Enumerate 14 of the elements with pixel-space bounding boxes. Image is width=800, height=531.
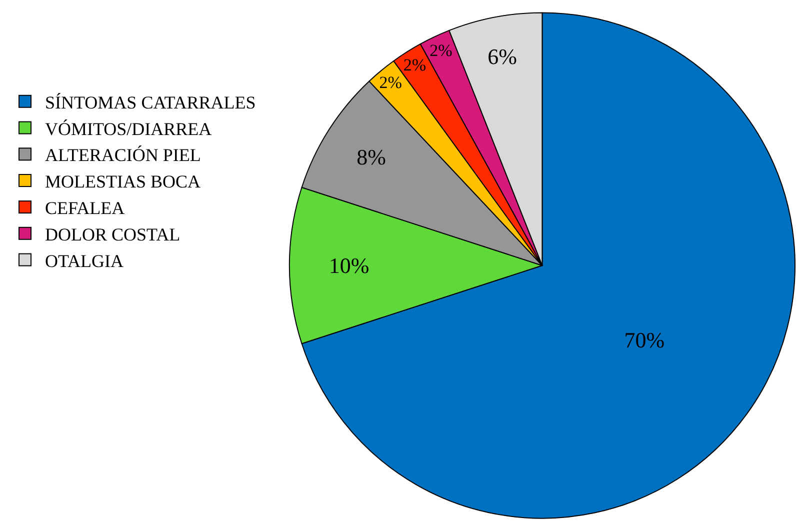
- legend-label: VÓMITOS/DIARREA: [45, 118, 212, 139]
- data-label: 8%: [356, 144, 386, 170]
- legend-label: MOLESTIAS BOCA: [45, 172, 201, 192]
- data-label: 70%: [624, 327, 665, 352]
- legend-label: ALTERACIÓN PIEL: [45, 145, 201, 166]
- legend-label: DOLOR COSTAL: [45, 224, 180, 244]
- data-label: 6%: [488, 44, 517, 69]
- legend-label: OTALGIA: [45, 250, 124, 271]
- legend-label: SÍNTOMAS CATARRALES: [45, 92, 256, 112]
- legend-label: CEFALEA: [45, 198, 125, 218]
- data-label: 10%: [328, 253, 370, 278]
- data-label: 2%: [379, 73, 402, 92]
- data-label: 2%: [430, 41, 452, 60]
- data-label: 2%: [403, 55, 426, 74]
